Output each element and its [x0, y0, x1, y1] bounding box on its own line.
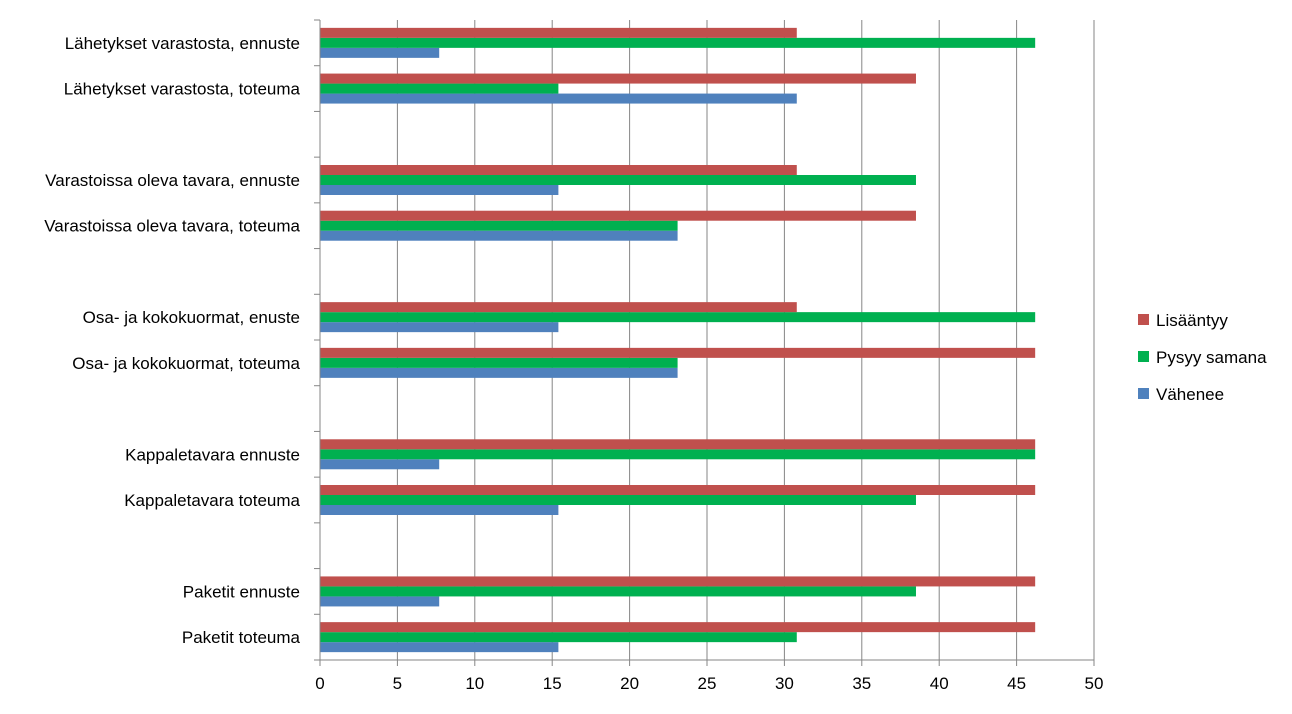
x-tick-label: 10 — [465, 674, 484, 693]
bar-pysyy-samana — [320, 83, 559, 94]
bars — [320, 27, 1036, 653]
bar-lisääntyy — [320, 210, 916, 221]
gridlines — [396, 20, 1095, 660]
category-label: Lähetykset varastosta, ennuste — [65, 34, 300, 53]
x-tick-labels: 0 5 10 15 20 25 30 35 40 45 50 — [315, 674, 1103, 693]
bar-pysyy-samana — [320, 586, 916, 597]
category-labels: Paketit toteuma Paketit ennuste Kappaletav… — [44, 34, 300, 647]
category-label: Osa- ja kokokuormat, toteuma — [72, 354, 300, 373]
category-label: Paketit ennuste — [183, 582, 300, 601]
bar-vähenee — [320, 505, 559, 515]
legend-label: Pysyy samana — [1156, 348, 1267, 367]
bar-pysyy-samana — [320, 175, 916, 185]
legend-swatch — [1138, 351, 1149, 362]
legend-swatch — [1138, 388, 1149, 399]
bar-vähenee — [320, 642, 559, 653]
legend-label: Vähenee — [1156, 385, 1224, 404]
category-label: Osa- ja kokokuormat, enuste — [83, 308, 300, 327]
x-tick-label: 0 — [315, 674, 324, 693]
bar-pysyy-samana — [320, 357, 678, 368]
bar-lisääntyy — [320, 622, 1036, 633]
bar-vähenee — [320, 47, 440, 58]
x-tick-label: 20 — [620, 674, 639, 693]
bar-pysyy-samana — [320, 495, 916, 505]
x-tick-label: 50 — [1085, 674, 1104, 693]
bar-vähenee — [320, 459, 440, 470]
category-label: Paketit toteuma — [182, 628, 301, 647]
legend: Lisääntyy Pysyy samana Vähenee — [1138, 311, 1267, 404]
x-tick-label: 15 — [543, 674, 562, 693]
bar-lisääntyy — [320, 165, 797, 175]
category-label: Varastoissa oleva tavara, ennuste — [45, 171, 300, 190]
legend-label: Lisääntyy — [1156, 311, 1228, 330]
bar-pysyy-samana — [320, 37, 1036, 48]
bar-pysyy-samana — [320, 632, 797, 643]
bar-lisääntyy — [320, 347, 1036, 358]
bar-lisääntyy — [320, 27, 797, 38]
legend-swatch — [1138, 314, 1149, 325]
bar-lisääntyy — [320, 73, 916, 84]
axes — [314, 19, 1095, 666]
bar-vähenee — [320, 93, 797, 104]
category-label: Lähetykset varastosta, toteuma — [64, 80, 301, 99]
bar-vähenee — [320, 230, 678, 241]
bar-vähenee — [320, 596, 440, 607]
bar-lisääntyy — [320, 576, 1036, 587]
x-tick-label: 5 — [393, 674, 402, 693]
x-tick-label: 30 — [775, 674, 794, 693]
x-tick-label: 35 — [852, 674, 871, 693]
bar-pysyy-samana — [320, 220, 678, 231]
x-tick-label: 25 — [698, 674, 717, 693]
category-label: Varastoissa oleva tavara, toteuma — [44, 217, 300, 236]
bar-pysyy-samana — [320, 312, 1036, 323]
bar-lisääntyy — [320, 485, 1036, 495]
bar-lisääntyy — [320, 302, 797, 313]
category-label: Kappaletavara ennuste — [125, 445, 300, 464]
bar-vähenee — [320, 185, 559, 195]
x-tick-label: 45 — [1007, 674, 1026, 693]
bar-vähenee — [320, 322, 559, 333]
x-tick-label: 40 — [930, 674, 949, 693]
bar-vähenee — [320, 367, 678, 378]
category-label: Kappaletavara toteuma — [124, 491, 300, 510]
bar-lisääntyy — [320, 439, 1036, 450]
bar-pysyy-samana — [320, 449, 1036, 460]
